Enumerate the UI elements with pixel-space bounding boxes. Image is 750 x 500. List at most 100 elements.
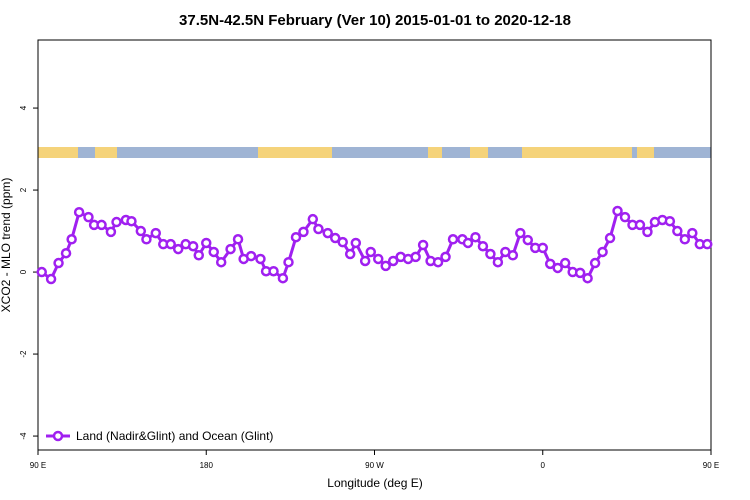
data-point (172, 243, 184, 255)
y-tick-label: 2 (19, 187, 28, 192)
y-tick-label: -4 (19, 432, 28, 440)
data-point (96, 219, 107, 231)
data-point (53, 257, 64, 269)
legend-marker (52, 430, 64, 442)
data-point (322, 227, 334, 239)
series-line (40, 208, 708, 282)
data-point (165, 238, 176, 250)
y-tick-label: -2 (19, 350, 28, 358)
data-point (225, 243, 236, 255)
data-point (350, 237, 362, 249)
data-point (193, 250, 205, 261)
data-point (83, 211, 94, 223)
data-point (544, 258, 556, 270)
data-point (201, 237, 212, 249)
data-point (359, 255, 371, 267)
data-point (507, 250, 519, 261)
data-point (672, 225, 683, 237)
ocean-band (38, 147, 711, 158)
data-point (440, 251, 451, 263)
data-point (372, 253, 384, 265)
data-point (410, 251, 421, 263)
data-point (664, 215, 676, 227)
data-point (329, 232, 341, 244)
land-band (258, 147, 332, 158)
x-tick-label: 90 E (703, 461, 719, 470)
data-point (73, 206, 85, 218)
x-tick-label: 90 W (365, 461, 384, 470)
land-band (428, 147, 442, 158)
data-point (365, 246, 377, 258)
data-point (702, 238, 713, 250)
data-point (245, 250, 257, 262)
plot-frame (37, 39, 712, 451)
data-point (679, 234, 691, 245)
data-point (589, 257, 601, 269)
data-point (380, 260, 391, 272)
land-ocean-band (38, 147, 711, 158)
data-point (268, 265, 279, 277)
data-point (559, 257, 571, 269)
data-point (485, 248, 496, 260)
data-point (477, 240, 489, 252)
data-point (60, 247, 72, 259)
data-point (277, 272, 289, 284)
chart-title: 37.5N-42.5N February (Ver 10) 2015-01-01… (179, 12, 571, 29)
data-point (215, 256, 227, 268)
x-tick-label: 90 E (30, 461, 46, 470)
legend-label: Land (Nadir&Glint) and Ocean (Glint) (76, 429, 273, 443)
data-point (552, 262, 563, 274)
data-point (126, 215, 137, 227)
data-point (290, 231, 302, 243)
data-point (417, 239, 429, 251)
data-point (597, 246, 608, 258)
data-point (313, 223, 324, 235)
data-point (612, 205, 623, 217)
data-point (111, 216, 122, 228)
data-point (36, 266, 47, 278)
y-tick-label: 0 (19, 269, 28, 274)
data-point (232, 234, 244, 245)
data-point (283, 256, 294, 268)
data-point (387, 255, 399, 267)
land-band (38, 147, 78, 158)
data-point (492, 256, 504, 268)
data-point (642, 226, 653, 238)
data-point (337, 236, 348, 248)
data-point (537, 242, 548, 254)
x-axis-label: Longitude (deg E) (327, 476, 422, 490)
data-point (150, 227, 162, 239)
data-point (45, 273, 57, 285)
data-point (582, 272, 593, 284)
data-point (522, 234, 534, 246)
data-point (515, 227, 526, 239)
y-axis-label: XCO2 - MLO trend (ppm) (0, 178, 13, 313)
data-point (66, 234, 77, 245)
data-point (344, 248, 356, 260)
data-point (447, 234, 459, 245)
land-band (470, 147, 488, 158)
land-band (95, 147, 117, 158)
data-point (619, 211, 631, 223)
data-point (432, 256, 444, 268)
data-point (687, 227, 698, 239)
data-point (187, 240, 199, 252)
x-tick-label: 0 (541, 461, 546, 470)
y-tick-label: 4 (19, 105, 28, 110)
legend: Land (Nadir&Glint) and Ocean (Glint) (46, 429, 273, 443)
data-point (470, 231, 481, 243)
data-point (255, 253, 266, 265)
x-tick-label: 180 (200, 461, 214, 470)
data-point (462, 237, 474, 249)
data-point (141, 234, 152, 245)
data-point (135, 225, 147, 237)
data-point (307, 213, 319, 225)
data-point (298, 226, 309, 238)
data-point (634, 219, 646, 231)
data-point (604, 232, 616, 244)
data-point (105, 226, 117, 238)
land-band (637, 147, 654, 158)
land-band (522, 147, 632, 158)
data-point (574, 267, 586, 279)
